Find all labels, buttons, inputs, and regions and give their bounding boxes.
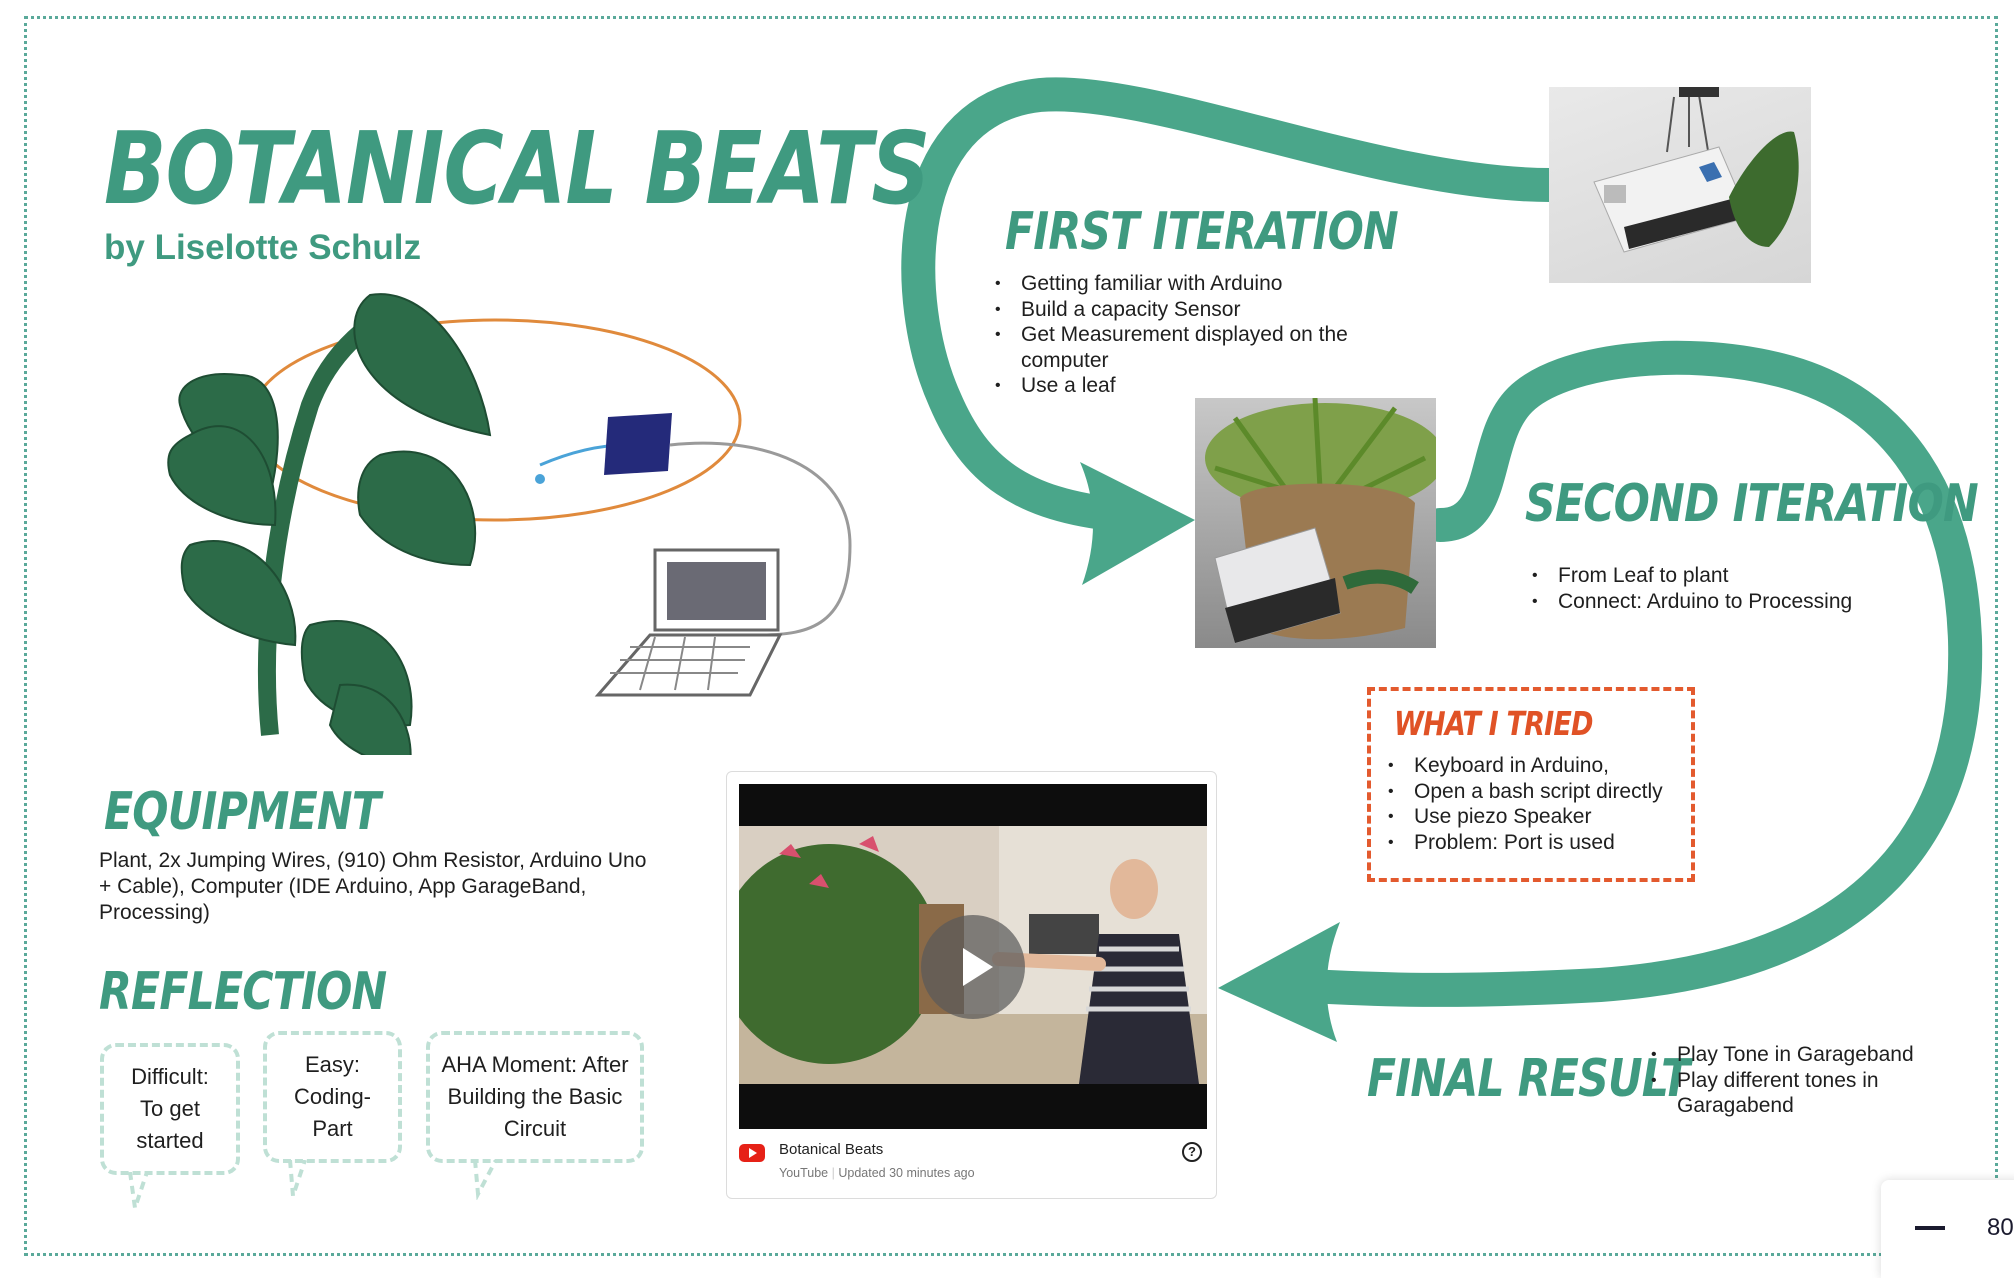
video-embed-card[interactable]: Botanical Beats YouTube | Updated 30 min…	[726, 771, 1217, 1199]
list-item: Play Tone in Garageband	[1651, 1042, 1951, 1068]
zoom-level[interactable]: 80	[1987, 1214, 2014, 1241]
what-i-tried-list: Keyboard in Arduino, Open a bash script …	[1388, 753, 1698, 855]
video-meta: YouTube | Updated 30 minutes ago	[779, 1166, 975, 1180]
photo-plant-pot[interactable]	[1195, 398, 1436, 648]
list-item: Build a capacity Sensor	[995, 297, 1355, 323]
final-result-list: Play Tone in Garageband Play different t…	[1651, 1042, 1951, 1119]
bubble-tail	[128, 1172, 149, 1209]
video-updated: Updated 30 minutes ago	[838, 1166, 975, 1180]
list-item: Play different tones in Garagabend	[1651, 1068, 1951, 1119]
laptop-icon	[594, 548, 783, 697]
equipment-text: Plant, 2x Jumping Wires, (910) Ohm Resis…	[99, 849, 647, 924]
reflection-bubble-difficult[interactable]: Difficult: To get started	[100, 1043, 240, 1175]
zoom-control: 80	[1881, 1180, 2014, 1278]
bubble-tail	[288, 1160, 307, 1197]
list-item: Problem: Port is used	[1388, 830, 1698, 856]
second-iteration-list: From Leaf to plant Connect: Arduino to P…	[1532, 563, 1952, 614]
bubble-text: Difficult: To get started	[131, 1064, 209, 1153]
what-i-tried-title: WHAT I TRIED	[1394, 704, 1594, 743]
board-title: BOTANICAL BEATS	[104, 110, 930, 227]
frame-border	[24, 16, 1998, 1256]
reflection-title: REFLECTION	[99, 962, 387, 1022]
list-item: Use piezo Speaker	[1388, 804, 1698, 830]
video-player[interactable]	[739, 784, 1207, 1129]
video-source: YouTube	[779, 1166, 829, 1180]
equipment-title: EQUIPMENT	[104, 782, 381, 842]
photo-content	[1205, 398, 1436, 644]
list-item: Getting familiar with Arduino	[995, 271, 1355, 297]
photo-arduino-leaf[interactable]	[1549, 87, 1811, 283]
reflection-bubble-easy[interactable]: Easy: Coding-Part	[263, 1031, 402, 1163]
first-iteration-title: FIRST ITERATION	[1005, 202, 1399, 262]
bubble-text: AHA Moment: After Building the Basic Cir…	[441, 1052, 629, 1141]
bubble-tail	[473, 1160, 498, 1200]
play-button[interactable]	[921, 915, 1025, 1019]
list-item: Use a leaf	[995, 373, 1355, 399]
youtube-logo-icon	[739, 1144, 765, 1162]
list-item: Keyboard in Arduino,	[1388, 753, 1698, 779]
final-result-title: FINAL RESULT	[1367, 1049, 1690, 1109]
second-iteration-title: SECOND ITERATION	[1525, 474, 1979, 534]
first-iteration-list: Getting familiar with Arduino Build a ca…	[995, 271, 1355, 399]
play-icon	[963, 948, 993, 986]
video-title[interactable]: Botanical Beats	[779, 1141, 884, 1158]
list-item: Open a bash script directly	[1388, 779, 1698, 805]
bubble-text: Easy: Coding-Part	[293, 1052, 372, 1141]
video-thumbnail	[739, 826, 1207, 1129]
zoom-out-button[interactable]	[1915, 1226, 1945, 1230]
plant-circuit-illustration	[167, 293, 852, 755]
photo-content	[1593, 87, 1799, 253]
help-icon[interactable]: ?	[1182, 1142, 1202, 1162]
list-item: Connect: Arduino to Processing	[1532, 589, 1952, 615]
byline: by Liselotte Schulz	[104, 228, 421, 267]
reflection-bubble-aha[interactable]: AHA Moment: After Building the Basic Cir…	[426, 1031, 644, 1163]
list-item: Get Measurement displayed on the compute…	[995, 322, 1355, 373]
list-item: From Leaf to plant	[1532, 563, 1952, 589]
